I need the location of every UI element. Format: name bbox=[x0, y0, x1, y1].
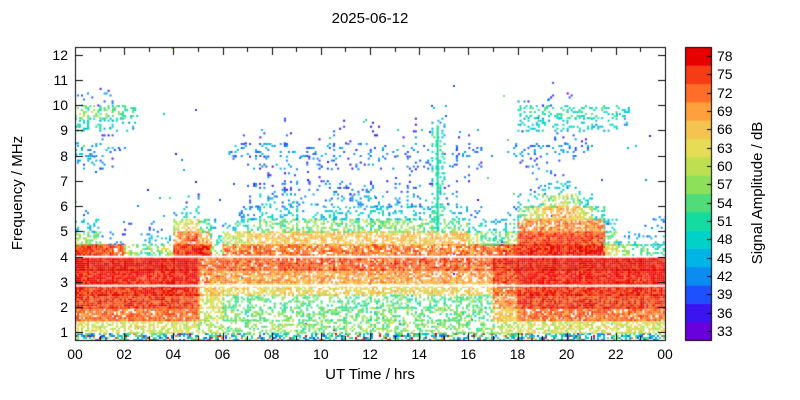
y-axis-label: Frequency / MHz bbox=[9, 135, 26, 251]
chart-title: 2025-06-12 bbox=[331, 10, 409, 27]
x-axis-label: UT Time / hrs bbox=[325, 366, 415, 383]
colorbar-label: Signal Amplitude / dB bbox=[749, 121, 766, 265]
